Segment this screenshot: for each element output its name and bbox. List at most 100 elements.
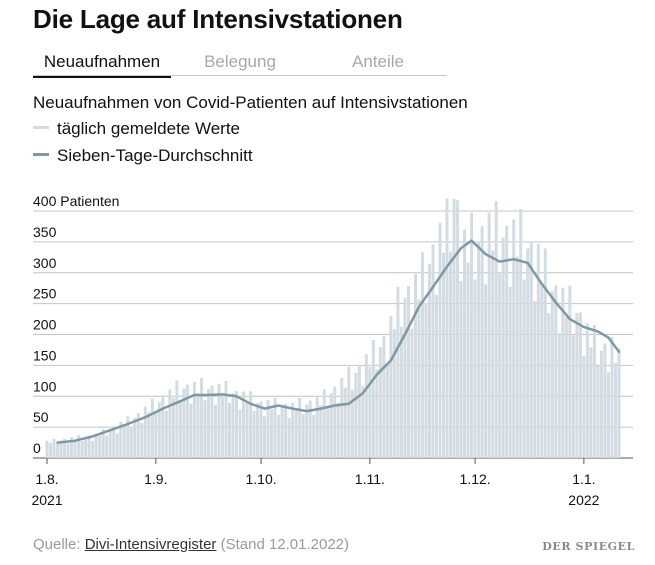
daily-bar [308,400,312,458]
daily-bar [126,416,130,458]
daily-bar [259,401,263,458]
daily-bar [477,241,481,458]
daily-bar [147,412,151,458]
daily-bar [603,343,607,458]
daily-bar [438,222,442,458]
daily-bar [63,438,67,458]
daily-bar [213,404,217,458]
daily-bar [582,355,586,458]
daily-bar [410,328,414,458]
daily-bar [575,313,579,458]
x-axis-labels: 1.8. 2021 1.9. 1.10. 1.11. 1.12. 1.1. 2022 [31,471,599,508]
daily-bar [494,201,498,458]
daily-bar [589,347,593,458]
daily-bar [526,248,530,458]
daily-bar [133,417,137,458]
daily-bar [522,279,526,458]
daily-bar [336,402,340,458]
daily-bar [178,400,182,458]
daily-bar [340,377,344,458]
daily-bar [87,435,91,458]
y-tick-label-200: 200 [33,317,57,333]
daily-bar [238,409,242,458]
daily-bar [435,294,438,458]
legend-swatch-daily [33,126,49,130]
daily-bar [508,286,512,458]
daily-bar [189,403,193,458]
y-tick-label-150: 150 [33,347,57,363]
daily-bar [108,429,112,458]
daily-bar [487,212,491,458]
daily-bar [357,364,361,458]
daily-bar [175,380,179,458]
source-link[interactable]: Divi-Intensivregister [84,536,217,553]
daily-bar [101,428,105,458]
daily-bar [270,409,274,458]
daily-bar [585,323,589,458]
daily-bar [515,256,519,458]
daily-bar [385,364,389,458]
x-tick-label: 1.11. [355,471,385,487]
x-tick-label: 1.10. [245,471,276,487]
tab-neuaufnahmen[interactable]: Neuaufnahmen [33,52,171,78]
daily-bar [84,437,88,458]
legend-item-daily: täglich gemeldete Werte [33,119,240,139]
daily-bar [266,399,270,458]
daily-bar [280,406,284,458]
daily-bar [452,198,456,458]
daily-bar [578,312,582,458]
y-tick-label-350: 350 [33,224,57,240]
daily-bar [417,299,421,458]
daily-bar [333,386,337,458]
daily-bar [157,402,161,458]
y-tick-label-400: 400 Patienten [33,193,119,209]
daily-bar [249,391,253,458]
daily-bar [519,209,523,458]
daily-bar [442,252,446,458]
daily-bar [94,433,98,458]
daily-bar [287,418,291,458]
daily-bar [491,250,495,458]
daily-bar [571,335,575,458]
daily-bar [182,388,186,458]
daily-bar [480,226,484,458]
daily-bar [343,387,347,458]
daily-bar [350,389,354,458]
daily-bar [557,333,561,458]
daily-bar [473,279,477,458]
legend-item-average: Sieben-Tage-Durchschnitt [33,146,253,166]
average-line [56,239,621,444]
y-tick-label-0: 0 [33,440,41,456]
chart-title: Neuaufnahmen von Covid-Patienten auf Int… [33,93,468,112]
daily-bar [199,377,203,458]
tab-belegung[interactable]: Belegung [204,52,276,71]
daily-bar [273,397,277,458]
x-tick-label: 1.12. [460,471,491,487]
daily-bar [445,198,449,458]
daily-bar [554,285,558,458]
daily-bar [129,426,133,458]
daily-bar [284,403,288,458]
daily-bar [564,317,568,458]
daily-bar [143,406,147,458]
daily-bar [312,414,316,458]
daily-bar [459,280,463,458]
daily-bar [547,313,551,458]
daily-bar [431,244,435,458]
daily-bar [196,393,200,458]
daily-bar [375,369,379,458]
daily-bar [389,316,393,458]
daily-bar [228,402,231,458]
daily-bar [326,406,330,458]
y-tick-label-100: 100 [33,378,57,394]
y-tick-label-250: 250 [33,286,57,302]
daily-bar [122,425,126,458]
daily-bar [164,410,168,458]
y-tick-label-50: 50 [33,409,49,425]
daily-bar [456,200,460,458]
daily-bar [392,328,396,458]
legend-label-average: Sieben-Tage-Durchschnitt [57,146,253,165]
tab-anteile[interactable]: Anteile [352,52,404,71]
daily-bar [420,252,424,458]
daily-bar [224,380,228,458]
